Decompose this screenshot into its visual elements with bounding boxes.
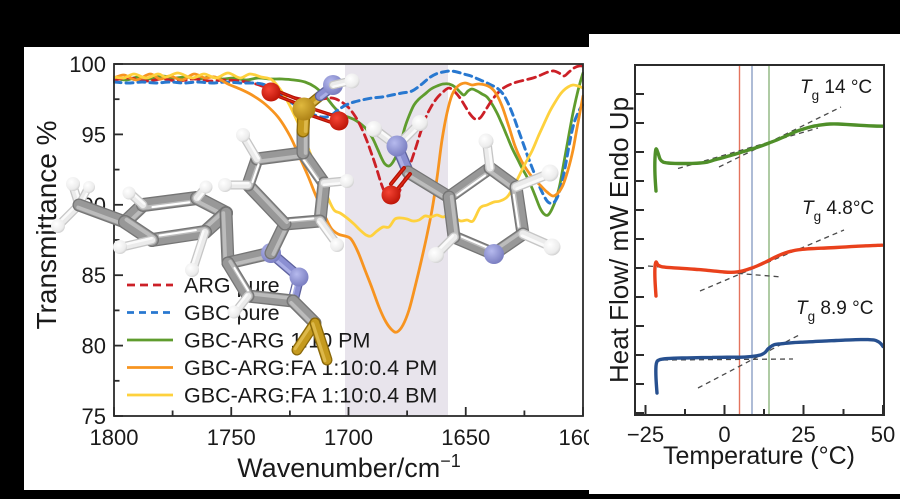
svg-text:0: 0: [718, 422, 730, 447]
svg-text:Temperature (°C): Temperature (°C): [663, 442, 855, 470]
svg-text:1700: 1700: [324, 425, 373, 450]
svg-text:85: 85: [82, 263, 106, 288]
svg-text:GBC-ARG:FA 1:10:0.4 PM: GBC-ARG:FA 1:10:0.4 PM: [184, 356, 437, 380]
svg-text:−25: −25: [627, 422, 664, 447]
svg-text:Tg 14 °C: Tg 14 °C: [800, 77, 872, 103]
svg-text:1650: 1650: [441, 425, 490, 450]
svg-text:Tg 8.9 °C: Tg 8.9 °C: [796, 298, 873, 324]
svg-text:Tg 4.8°C: Tg 4.8°C: [802, 198, 874, 224]
svg-text:25: 25: [791, 422, 815, 447]
svg-text:GBC-ARG 1:10 PM: GBC-ARG 1:10 PM: [184, 329, 370, 353]
svg-text:1800: 1800: [90, 425, 139, 450]
svg-text:Heat Flow/ mW Endo Up: Heat Flow/ mW Endo Up: [604, 97, 634, 383]
svg-text:75: 75: [82, 404, 106, 429]
svg-text:1750: 1750: [207, 425, 256, 450]
svg-text:95: 95: [82, 122, 106, 147]
svg-text:GBC-ARG:FA 1:10:0.4 BM: GBC-ARG:FA 1:10:0.4 BM: [184, 384, 437, 408]
svg-text:Wavenumber/cm−1: Wavenumber/cm−1: [237, 451, 461, 483]
svg-text:50: 50: [871, 422, 895, 447]
svg-text:100: 100: [69, 52, 106, 77]
svg-text:80: 80: [82, 334, 106, 359]
